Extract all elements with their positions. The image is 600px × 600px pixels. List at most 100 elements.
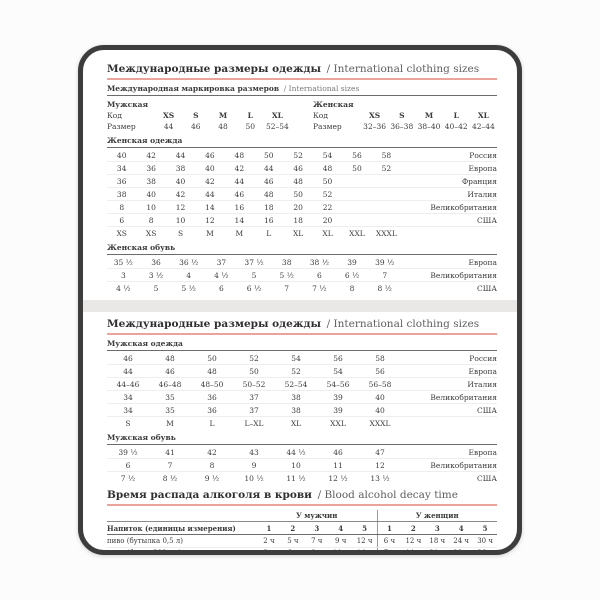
size-cell: 22 — [322, 202, 333, 212]
cell: 5 — [482, 523, 488, 533]
size-cell: 52–54 — [284, 379, 308, 389]
cell: S — [399, 111, 405, 121]
size-cell: 44 — [205, 189, 215, 199]
cell: 5 — [362, 523, 368, 533]
table-row: 36 38 40 42 44 46 48 50 Франция — [107, 175, 497, 189]
cell: 2 — [290, 523, 296, 533]
size-cell: 39 ½ — [118, 447, 138, 457]
size-cell: 40 — [116, 150, 127, 160]
size-cell — [342, 177, 371, 186]
subheader-en: / International sizes — [283, 84, 360, 94]
size-cell: M — [166, 418, 174, 428]
hours-cell: 30 ч — [477, 536, 493, 545]
size-cell: XL — [292, 228, 304, 238]
hours-cell: 24 ч — [453, 536, 470, 545]
size-cell: 52 — [381, 163, 392, 173]
size-cell: 52 — [293, 150, 303, 160]
cell: L — [453, 111, 459, 121]
table-row: 40 42 44 46 48 50 52 54 56 58 Россия — [107, 149, 497, 163]
cell: M — [218, 111, 228, 121]
size-cell: 40 — [146, 189, 156, 199]
size-cell: 40 — [375, 405, 385, 415]
size-cells: 38 40 42 44 46 48 50 52 — [107, 190, 401, 199]
size-cell: 43 — [249, 447, 259, 457]
size-cell: L–XL — [244, 418, 264, 428]
size-cell: 48 — [322, 163, 333, 173]
cell: 46 — [191, 122, 201, 132]
size-cell — [372, 190, 401, 199]
table-row: 34 35 36 37 38 39 40 Великобритания — [107, 391, 497, 405]
size-cell: 50 — [263, 150, 274, 160]
size-cell: 40 — [205, 163, 215, 173]
size-cell: 46 — [165, 366, 175, 376]
size-cell: L — [266, 228, 272, 238]
size-cell: 44 — [263, 163, 274, 173]
title-en: / International clothing sizes — [326, 63, 480, 75]
country-label: Великобритания — [430, 202, 497, 212]
size-cell: 48 — [234, 150, 245, 160]
size-cell: 11 ½ — [286, 473, 306, 483]
section-title-clothing-sizes-1: Международные размеры одежды / Internati… — [107, 63, 497, 81]
country-label: Европа — [468, 257, 497, 267]
size-cell: 48 — [165, 353, 175, 363]
size-cells: 6 8 10 12 14 16 18 20 — [107, 216, 401, 225]
cell: 32–36 — [363, 122, 387, 132]
table-row: 3 3 ½ 4 4 ½ 5 5 ½ 6 6 ½ 7 Великобритания — [107, 269, 497, 283]
table-row: 34 35 36 37 38 39 40 США — [107, 404, 497, 418]
size-cell: 48–50 — [200, 379, 224, 389]
size-cell: 3 — [120, 270, 126, 280]
size-cell: 38 — [116, 189, 127, 199]
cell: S — [193, 111, 199, 121]
size-cell: 7 ½ — [120, 473, 136, 483]
size-cell: 42 — [207, 447, 217, 457]
size-cells: 36 38 40 42 44 46 48 50 — [107, 177, 401, 186]
alcohol-row: вино (бокал 200 мл) 3 ч 6 ч 8 ч 11 ч 14 ч 7 ч 1… — [107, 547, 497, 555]
size-cell: 38 — [146, 176, 156, 186]
size-cell: 44 ½ — [286, 447, 306, 457]
size-cell: 4 ½ — [214, 270, 229, 280]
size-cell: 56–58 — [368, 379, 392, 389]
size-cell: 5 — [251, 270, 257, 280]
size-cell: 7 — [284, 283, 290, 293]
size-cells: 35 ½ 36 36 ½ 37 37 ½ 38 38 ½ 39 39 ½ — [107, 258, 401, 267]
size-cell: 46 — [293, 163, 303, 173]
size-cells: 40 42 44 46 48 50 52 54 56 58 — [107, 151, 401, 160]
size-cell: 10 ½ — [244, 473, 264, 483]
size-cell: 52 — [291, 366, 301, 376]
size-cells: 44 46 48 50 52–54 — [155, 122, 291, 131]
size-cell: 56 — [375, 366, 385, 376]
country-label: Россия — [469, 150, 497, 160]
cell: 52–54 — [265, 122, 289, 132]
cell: 44 — [163, 122, 174, 132]
size-cell: 34 — [123, 392, 133, 402]
size-cells: 3 3 ½ 4 4 ½ 5 5 ½ 6 6 ½ 7 — [107, 271, 401, 280]
hours-cell: 29 ч — [453, 549, 470, 555]
size-cell: 6 ½ — [344, 270, 360, 280]
size-cell — [372, 203, 401, 212]
size-cell: 42 — [205, 176, 215, 186]
hours-cell: 12 ч — [356, 536, 373, 545]
women-clothing-table: 40 42 44 46 48 50 52 54 56 58 Россия 34 36 38 40 42 44 46… — [107, 149, 497, 239]
size-cells: 44–46 46–48 48–50 50–52 52–54 54–56 56–58 — [107, 380, 401, 389]
size-cell: 44–46 — [116, 379, 140, 389]
gender-label-men: Мужская — [107, 100, 149, 110]
size-cell: M — [206, 228, 214, 238]
table-row: S M L L–XL XL XXL XXXL — [107, 417, 497, 429]
country-label: Великобритания — [430, 392, 497, 402]
country-label: Италия — [467, 379, 497, 389]
title-en: / Blood alcohol decay time — [317, 489, 458, 502]
cell: 40–42 — [444, 122, 468, 132]
size-cell: 6 — [125, 460, 131, 470]
country-label: Великобритания — [430, 460, 497, 470]
size-cell: 46 — [123, 353, 133, 363]
country-label: США — [477, 215, 497, 225]
hours-cell: 3 ч — [263, 549, 275, 555]
marking-panel-men: Мужская Код XS S M L XL Размер 44 46 48 50 52–54 — [107, 99, 291, 132]
code-row-label: Код — [313, 111, 328, 121]
table-row: 6 7 8 9 10 11 12 Великобритания — [107, 459, 497, 473]
size-cell: 8 ½ — [162, 473, 178, 483]
country-label: США — [477, 405, 497, 415]
size-cell: 50 — [293, 189, 303, 199]
cell: 48 — [218, 122, 228, 132]
marking-sizes-row: Размер 44 46 48 50 52–54 — [107, 121, 291, 132]
